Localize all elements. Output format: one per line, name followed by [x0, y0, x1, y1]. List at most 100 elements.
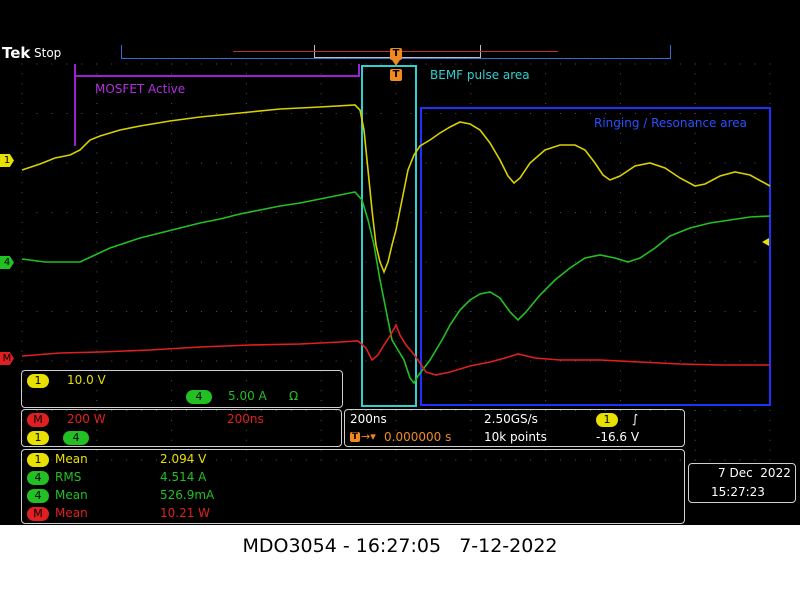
grid-dot [305, 261, 307, 263]
grid-dot [769, 459, 771, 461]
grid-dot [21, 212, 23, 213]
grid-dot [215, 63, 217, 65]
trigger-channel-badge[interactable]: 1 [596, 413, 618, 427]
trigger-slope-icon: ∫ [632, 412, 639, 426]
datetime-panel [688, 463, 796, 503]
grid-dot [679, 360, 681, 362]
grid-dot [470, 231, 472, 233]
grid-dot [619, 212, 621, 213]
math-source-1-badge[interactable]: 1 [27, 431, 49, 445]
horizontal-trigger-panel[interactable] [344, 409, 685, 447]
horizontal-position-t-icon: T [350, 432, 360, 442]
grid-dot [769, 449, 771, 451]
measurement-source-badge[interactable]: 4 [27, 471, 49, 485]
grid-dot [619, 241, 621, 243]
grid-dot [186, 360, 188, 362]
bemf-pulse-label: BEMF pulse area [430, 68, 530, 82]
grid-dot [545, 360, 547, 362]
math-source-4-badge[interactable]: 4 [63, 431, 89, 445]
math-settings-panel[interactable] [21, 409, 342, 447]
grid-dot [96, 350, 98, 352]
grid-dot [619, 429, 621, 431]
grid-dot [395, 182, 397, 184]
grid-dot [425, 63, 427, 65]
grid-dot [679, 212, 681, 213]
grid-dot [470, 142, 472, 144]
grid-dot [96, 152, 98, 154]
grid-dot [395, 301, 397, 303]
grid-dot [111, 459, 113, 461]
grid-dot [21, 291, 23, 293]
grid-dot [21, 400, 23, 402]
grid-dot [619, 301, 621, 303]
grid-dot [634, 261, 636, 263]
grid-dot [754, 459, 756, 461]
ch4-ground-marker[interactable]: 4 [0, 256, 14, 269]
grid-dot [320, 212, 322, 213]
screenshot-caption: MDO3054 - 16:27:05 7-12-2022 [242, 535, 558, 557]
grid-dot [320, 192, 322, 194]
trigger-position-marker[interactable]: T [390, 48, 402, 68]
grid-dot [545, 261, 547, 263]
grid-dot [470, 132, 472, 134]
grid-dot [320, 360, 322, 362]
math-ground-marker[interactable]: M [0, 352, 14, 365]
grid-dot [515, 162, 517, 164]
measurement-source-badge[interactable]: M [27, 507, 49, 521]
grid-dot [619, 311, 621, 312]
grid-dot [21, 380, 23, 382]
grid-dot [739, 113, 741, 114]
grid-dot [694, 162, 696, 164]
grid-dot [604, 261, 606, 263]
grid-dot [395, 330, 397, 332]
grid-dot [126, 261, 128, 263]
grid-dot [365, 410, 367, 411]
grid-dot [215, 360, 217, 362]
grid-dot [171, 172, 173, 174]
grid-dot [470, 301, 472, 303]
trigger-marker-label: T [390, 48, 402, 60]
grid-dot [350, 360, 352, 362]
measurements-panel[interactable] [21, 449, 685, 524]
grid-dot [290, 410, 292, 411]
grid-dot [245, 93, 247, 95]
mosfet-active-label: MOSFET Active [95, 82, 186, 96]
grid-dot [66, 311, 68, 312]
grid-dot [245, 340, 247, 342]
measurement-source-badge[interactable]: 4 [27, 489, 49, 503]
trigger-level-arrow-icon[interactable] [762, 238, 769, 246]
grid-dot [395, 122, 397, 124]
grid-dot [215, 410, 217, 411]
trigger-t-marker[interactable]: T [390, 69, 402, 81]
grid-dot [171, 73, 173, 75]
grid-dot [171, 419, 173, 421]
math-badge[interactable]: M [27, 413, 49, 427]
grid-dot [275, 261, 277, 263]
grid-dot [545, 400, 547, 402]
grid-dot [350, 63, 352, 65]
grid-dot [96, 281, 98, 283]
ch1-badge[interactable]: 1 [27, 374, 49, 388]
grid-dot [245, 113, 247, 114]
brand-logo: Tek [2, 44, 31, 62]
ch4-badge[interactable]: 4 [186, 390, 212, 404]
grid-dot [245, 291, 247, 293]
measurement-source-badge[interactable]: 1 [27, 453, 49, 467]
grid-dot [619, 103, 621, 105]
grid-dot [111, 311, 113, 312]
ch1-ground-marker[interactable]: 1 [0, 154, 14, 167]
grid-dot [619, 132, 621, 134]
grid-dot [694, 251, 696, 253]
grid-dot [769, 93, 771, 95]
grid-dot [485, 459, 487, 461]
grid-dot [470, 162, 472, 164]
grid-dot [171, 221, 173, 223]
grid-dot [619, 231, 621, 233]
grid-dot [96, 340, 98, 342]
grid-dot [694, 350, 696, 352]
channel-settings-panel[interactable] [21, 370, 343, 408]
grid-dot [724, 311, 726, 312]
grid-dot [171, 182, 173, 184]
grid-dot [500, 311, 502, 312]
grid-dot [709, 410, 711, 411]
